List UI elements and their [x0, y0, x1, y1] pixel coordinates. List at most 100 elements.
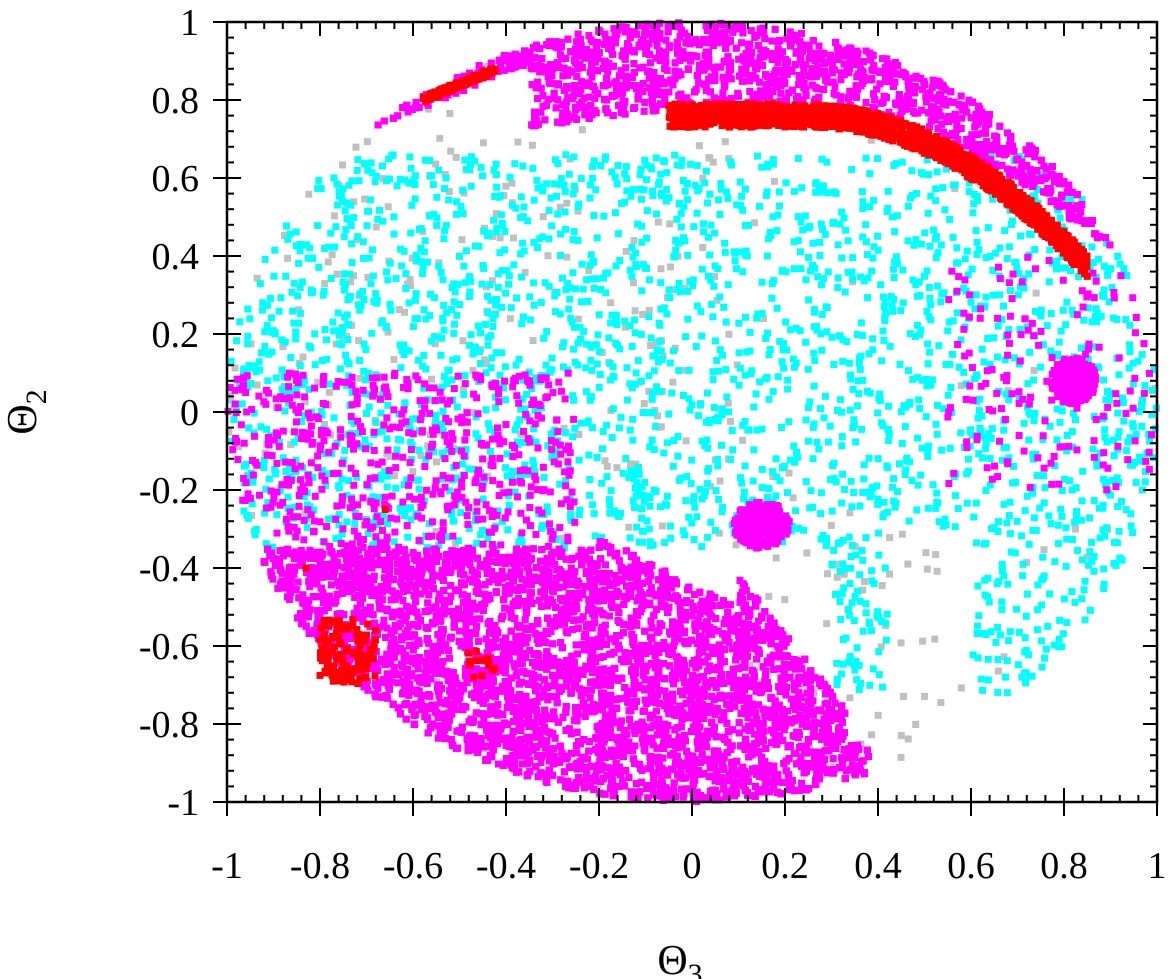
scatter-point: [1064, 380, 1072, 388]
scatter-point: [806, 398, 814, 406]
scatter-point: [838, 442, 846, 450]
scatter-point: [491, 379, 499, 387]
scatter-point: [856, 502, 864, 510]
scatter-point: [961, 352, 969, 360]
scatter-point: [724, 194, 732, 202]
scatter-point: [1047, 347, 1055, 355]
scatter-point: [899, 692, 907, 700]
scatter-point: [408, 201, 416, 209]
scatter-point: [704, 233, 712, 241]
scatter-point: [483, 441, 491, 449]
scatter-point: [411, 180, 419, 188]
scatter-point: [912, 720, 920, 728]
scatter-point: [1005, 396, 1013, 404]
scatter-point: [649, 192, 657, 200]
scatter-point: [701, 179, 709, 187]
scatter-point: [429, 440, 437, 448]
scatter-point: [683, 180, 691, 188]
scatter-point: [244, 472, 252, 480]
scatter-point: [752, 390, 760, 398]
scatter-point: [866, 681, 874, 689]
scatter-point: [343, 491, 351, 499]
scatter-point: [713, 455, 721, 463]
scatter-point: [888, 303, 896, 311]
scatter-point: [862, 221, 870, 229]
scatter-point: [563, 199, 571, 207]
scatter-point: [927, 192, 935, 200]
scatter-point: [304, 254, 312, 262]
scatter-point: [781, 596, 789, 604]
scatter-point: [968, 364, 976, 372]
scatter-point: [637, 165, 645, 173]
scatter-point: [253, 274, 261, 282]
scatter-point: [551, 156, 559, 164]
scatter-point: [446, 487, 454, 495]
scatter-point: [659, 157, 667, 165]
scatter-point: [607, 299, 615, 307]
scatter-point: [612, 314, 620, 322]
scatter-point: [377, 409, 385, 417]
scatter-point: [1115, 371, 1123, 379]
scatter-point: [474, 410, 482, 418]
scatter-point: [430, 210, 438, 218]
scatter-point: [556, 181, 564, 189]
scatter-point: [240, 462, 248, 470]
scatter-point: [333, 270, 341, 278]
scatter-point: [794, 155, 802, 163]
scatter-point: [933, 168, 941, 176]
scatter-point: [1106, 389, 1114, 397]
scatter-point: [949, 233, 957, 241]
scatter-point: [405, 347, 413, 355]
scatter-point: [949, 317, 957, 325]
scatter-point: [537, 376, 545, 384]
scatter-point: [767, 531, 775, 539]
scatter-point: [296, 362, 304, 370]
scatter-point: [479, 540, 487, 548]
scatter-point: [439, 526, 447, 534]
scatter-point: [839, 660, 847, 668]
scatter-point: [348, 401, 356, 409]
scatter-point: [1084, 290, 1092, 298]
scatter-point: [862, 238, 870, 246]
scatter-point: [293, 391, 301, 399]
scatter-point: [963, 444, 971, 452]
scatter-point: [1048, 396, 1056, 404]
scatter-point: [543, 328, 551, 336]
scatter-point: [501, 363, 509, 371]
scatter-point: [741, 417, 749, 425]
scatter-point: [982, 254, 990, 262]
scatter-point: [608, 168, 616, 176]
scatter-point: [515, 372, 523, 380]
scatter-point: [1078, 196, 1086, 204]
scatter-point: [978, 345, 986, 353]
scatter-point: [904, 237, 912, 245]
scatter-point: [488, 354, 496, 362]
scatter-point: [933, 489, 941, 497]
scatter-point: [865, 350, 873, 358]
scatter-point: [509, 383, 517, 391]
scatter-point: [1078, 497, 1086, 505]
scatter-point: [285, 383, 293, 391]
scatter-point: [456, 301, 464, 309]
scatter-point: [762, 191, 770, 199]
scatter-point: [866, 170, 874, 178]
scatter-point: [1090, 294, 1098, 302]
scatter-point: [1058, 643, 1066, 651]
scatter-point: [1076, 355, 1084, 363]
scatter-point: [735, 349, 743, 357]
scatter-point: [645, 313, 653, 321]
scatter-point: [518, 575, 526, 583]
scatter-point: [924, 504, 932, 512]
scatter-point: [320, 420, 328, 428]
scatter-point: [1103, 524, 1111, 532]
scatter-point: [527, 316, 535, 324]
scatter-point: [493, 225, 501, 233]
scatter-point: [441, 455, 449, 463]
scatter-point: [741, 371, 749, 379]
scatter-point: [417, 258, 425, 266]
scatter-point: [856, 597, 864, 605]
scatter-point: [408, 415, 416, 423]
scatter-point: [360, 254, 368, 262]
scatter-point: [953, 287, 961, 295]
scatter-point: [518, 529, 526, 537]
